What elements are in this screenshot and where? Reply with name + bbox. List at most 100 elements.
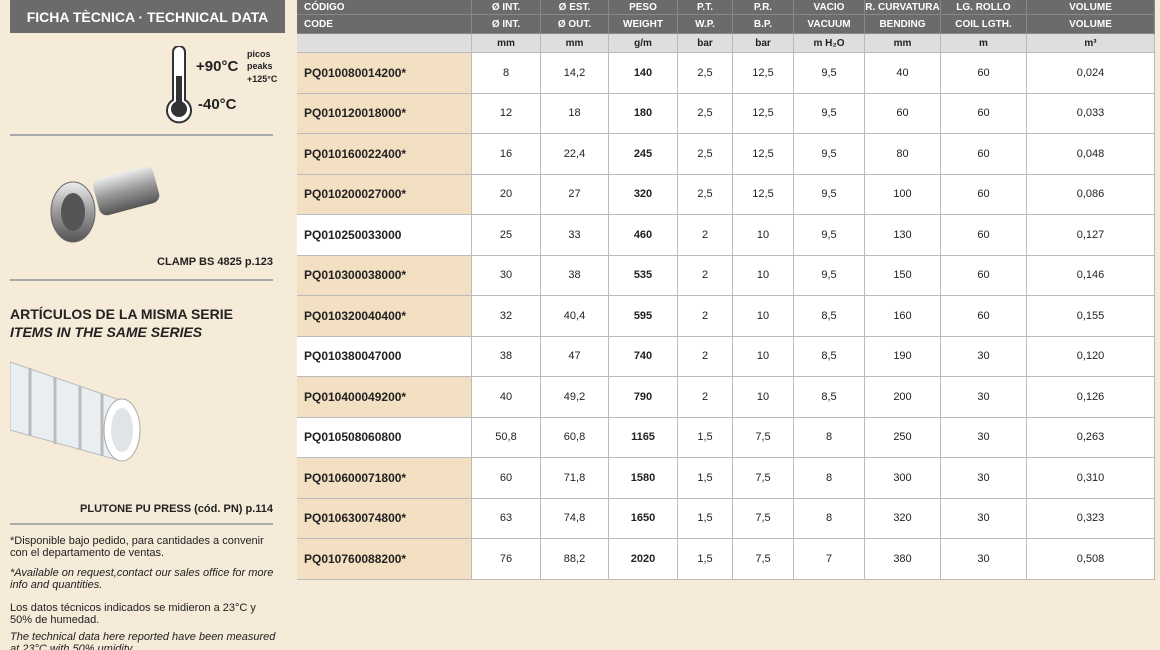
- data-cell: 49,2: [541, 377, 609, 418]
- data-cell: 7,5: [733, 458, 794, 499]
- data-cell: 60: [941, 53, 1027, 94]
- data-cell: 535: [609, 255, 678, 296]
- header-cell: VACIO: [794, 0, 865, 15]
- data-cell: 60: [941, 215, 1027, 256]
- data-cell: 9,5: [794, 134, 865, 175]
- series-title: ARTÍCULOS DE LA MISMA SERIE: [10, 306, 233, 322]
- data-cell: 250: [865, 417, 941, 458]
- data-cell: 10: [733, 215, 794, 256]
- header-cell: VOLUME: [1027, 15, 1155, 34]
- accessory-label: CLAMP BS 4825 p.123: [157, 256, 273, 268]
- data-cell: 790: [609, 377, 678, 418]
- data-cell: 8: [472, 53, 541, 94]
- data-cell: 2,5: [678, 93, 733, 134]
- data-cell: 14,2: [541, 53, 609, 94]
- data-cell: 38: [472, 336, 541, 377]
- clamp-image: [50, 166, 160, 243]
- data-cell: 12,5: [733, 134, 794, 175]
- header-cell: R. CURVATURA: [865, 0, 941, 15]
- data-cell: 88,2: [541, 539, 609, 580]
- data-cell: 0,126: [1027, 377, 1155, 418]
- data-cell: 50,8: [472, 417, 541, 458]
- data-cell: 30: [941, 458, 1027, 499]
- data-cell: 60,8: [541, 417, 609, 458]
- data-cell: 2: [678, 215, 733, 256]
- data-cell: 7,5: [733, 539, 794, 580]
- data-cell: 0,033: [1027, 93, 1155, 134]
- separator: [10, 279, 273, 281]
- data-cell: 8: [794, 417, 865, 458]
- code-cell: PQ010120018000*: [297, 93, 472, 134]
- data-cell: 40,4: [541, 296, 609, 337]
- data-cell: 80: [865, 134, 941, 175]
- data-cell: 130: [865, 215, 941, 256]
- data-cell: 27: [541, 174, 609, 215]
- data-cell: 1,5: [678, 417, 733, 458]
- data-cell: 320: [609, 174, 678, 215]
- data-cell: 1,5: [678, 498, 733, 539]
- code-cell: PQ010300038000*: [297, 255, 472, 296]
- separator: [10, 134, 273, 136]
- data-cell: 71,8: [541, 458, 609, 499]
- data-cell: 2: [678, 255, 733, 296]
- data-cell: 8: [794, 498, 865, 539]
- code-cell: PQ010760088200*: [297, 539, 472, 580]
- data-cell: 8,5: [794, 336, 865, 377]
- data-cell: 9,5: [794, 53, 865, 94]
- data-cell: 0,086: [1027, 174, 1155, 215]
- data-cell: 140: [609, 53, 678, 94]
- data-cell: 8,5: [794, 296, 865, 337]
- data-cell: 1650: [609, 498, 678, 539]
- data-cell: 30: [941, 498, 1027, 539]
- code-cell: PQ010380047000: [297, 336, 472, 377]
- data-cell: 320: [865, 498, 941, 539]
- data-cell: 30: [941, 539, 1027, 580]
- data-cell: 8: [794, 458, 865, 499]
- data-cell: 7,5: [733, 498, 794, 539]
- data-cell: 12,5: [733, 53, 794, 94]
- units-cell: m³: [1027, 34, 1155, 53]
- header-cell: Ø INT.: [472, 15, 541, 34]
- data-cell: 60: [941, 134, 1027, 175]
- thermometer-icon: [166, 46, 192, 124]
- data-cell: 1,5: [678, 539, 733, 580]
- data-cell: 10: [733, 336, 794, 377]
- temp-peak: +125°C: [247, 74, 278, 84]
- data-cell: 60: [865, 93, 941, 134]
- data-cell: 200: [865, 377, 941, 418]
- code-cell: PQ010508060800: [297, 417, 472, 458]
- data-cell: 30: [941, 417, 1027, 458]
- data-cell: 12,5: [733, 93, 794, 134]
- header-cell: B.P.: [733, 15, 794, 34]
- header-cell: Ø INT.: [472, 0, 541, 15]
- separator: [10, 523, 273, 525]
- data-cell: 0,120: [1027, 336, 1155, 377]
- data-cell: 63: [472, 498, 541, 539]
- header-cell: W.P.: [678, 15, 733, 34]
- data-cell: 0,508: [1027, 539, 1155, 580]
- data-cell: 0,155: [1027, 296, 1155, 337]
- code-cell: PQ010200027000*: [297, 174, 472, 215]
- note: Los datos técnicos indicados se midieron…: [10, 602, 256, 626]
- header-cell: WEIGHT: [609, 15, 678, 34]
- temp-min: -40°C: [198, 96, 237, 113]
- data-cell: 460: [609, 215, 678, 256]
- note: The technical data here reported have be…: [10, 631, 276, 650]
- note: *Available on request,contact our sales …: [10, 567, 274, 591]
- data-cell: 0,263: [1027, 417, 1155, 458]
- header-cell: CÓDIGO: [297, 0, 472, 15]
- units-cell: [297, 34, 472, 53]
- data-cell: 300: [865, 458, 941, 499]
- data-cell: 1,5: [678, 458, 733, 499]
- data-cell: 74,8: [541, 498, 609, 539]
- data-cell: 38: [541, 255, 609, 296]
- header-cell: Ø EST.: [541, 0, 609, 15]
- data-cell: 30: [472, 255, 541, 296]
- data-cell: 10: [733, 377, 794, 418]
- header-cell: VOLUME: [1027, 0, 1155, 15]
- units-cell: m H₂O: [794, 34, 865, 53]
- header-cell: PESO: [609, 0, 678, 15]
- header-cell: COIL LGTH.: [941, 15, 1027, 34]
- data-cell: 60: [472, 458, 541, 499]
